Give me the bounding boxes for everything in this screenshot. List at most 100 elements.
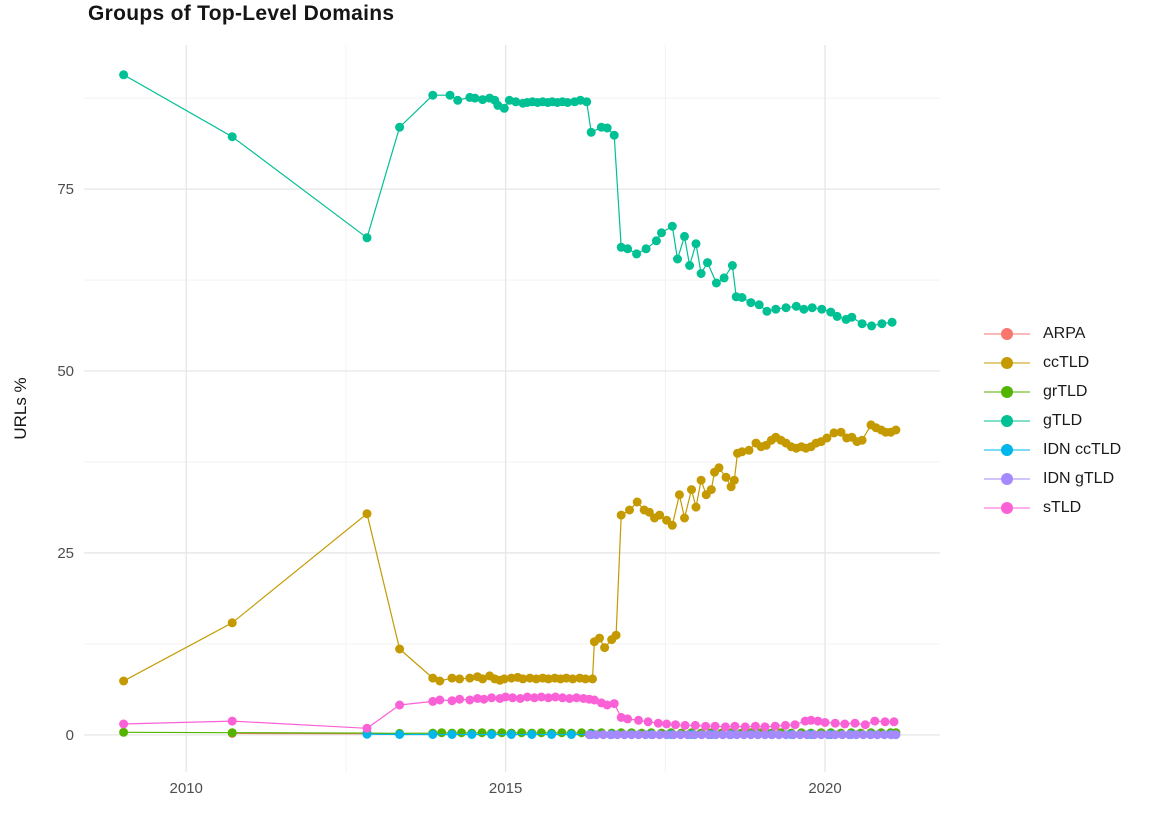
legend-label: grTLD — [1043, 383, 1087, 401]
data-point — [582, 97, 591, 106]
data-point — [771, 305, 780, 314]
data-point — [720, 273, 729, 282]
data-point — [642, 244, 651, 253]
data-point — [508, 693, 517, 702]
data-point — [851, 719, 860, 728]
data-point — [497, 728, 506, 737]
data-point — [847, 313, 856, 322]
legend-key-icon — [984, 415, 1030, 427]
data-point — [671, 720, 680, 729]
data-point — [668, 521, 677, 530]
data-point — [751, 722, 760, 731]
data-point — [711, 722, 720, 731]
data-point — [395, 123, 404, 132]
data-point — [687, 485, 696, 494]
data-point — [470, 94, 479, 103]
data-point — [833, 312, 842, 321]
data-point — [587, 128, 596, 137]
data-point — [867, 321, 876, 330]
data-point — [448, 674, 457, 683]
data-point — [428, 91, 437, 100]
data-point — [507, 730, 516, 739]
data-point — [435, 677, 444, 686]
y-tick-label-50: 50 — [57, 363, 74, 380]
data-point — [881, 717, 890, 726]
data-point — [771, 722, 780, 731]
data-point — [722, 473, 731, 482]
data-point — [762, 307, 771, 316]
data-point — [363, 724, 372, 733]
data-point — [738, 293, 747, 302]
data-point — [668, 222, 677, 231]
legend-key-icon — [984, 473, 1030, 485]
data-point — [617, 511, 626, 520]
data-point — [435, 696, 444, 705]
data-point — [745, 446, 754, 455]
data-point — [858, 319, 867, 328]
data-point — [487, 730, 496, 739]
data-point — [746, 298, 755, 307]
data-point — [715, 463, 724, 472]
legend-key-icon — [984, 386, 1030, 398]
data-point — [831, 719, 840, 728]
data-point — [692, 239, 701, 248]
data-point — [808, 303, 817, 312]
data-point — [701, 722, 710, 731]
data-point — [603, 124, 612, 133]
legend: ARPA ccTLD grTLD gTLD IDN ccTLD IDN gTLD… — [984, 319, 1121, 522]
data-point — [588, 674, 597, 683]
data-point — [654, 719, 663, 728]
data-point — [457, 728, 466, 737]
data-point — [119, 720, 128, 729]
data-point — [791, 720, 800, 729]
data-point — [455, 674, 464, 683]
legend-label: sTLD — [1043, 499, 1081, 517]
legend-key-icon — [984, 328, 1030, 340]
y-tick-label-25: 25 — [57, 545, 74, 562]
data-point — [228, 717, 237, 726]
data-point — [465, 696, 474, 705]
data-point — [755, 300, 764, 309]
data-point — [680, 232, 689, 241]
x-tick-label-2020: 2020 — [808, 780, 841, 797]
data-point — [567, 730, 576, 739]
data-point — [858, 436, 867, 445]
data-point — [228, 728, 237, 737]
data-point — [577, 728, 586, 737]
data-point — [500, 104, 509, 113]
data-point — [437, 728, 446, 737]
data-point — [610, 131, 619, 140]
data-point — [465, 674, 474, 683]
data-point — [595, 634, 604, 643]
data-point — [691, 721, 700, 730]
data-point — [730, 476, 739, 485]
legend-item-idn-gtld: IDN gTLD — [984, 464, 1121, 493]
data-point — [487, 693, 496, 702]
data-point — [455, 695, 464, 704]
data-point — [478, 728, 487, 737]
legend-item-gtld: gTLD — [984, 406, 1121, 435]
legend-label: IDN ccTLD — [1043, 441, 1121, 459]
data-point — [891, 730, 900, 739]
data-point — [363, 509, 372, 518]
data-point — [891, 426, 900, 435]
data-point — [632, 249, 641, 258]
data-point — [600, 643, 609, 652]
data-point — [799, 305, 808, 314]
data-point — [703, 258, 712, 267]
series-stld — [119, 693, 898, 733]
x-tick-label-2010: 2010 — [170, 780, 203, 797]
legend-label: ccTLD — [1043, 354, 1089, 372]
data-point — [547, 730, 556, 739]
legend-label: ARPA — [1043, 325, 1085, 343]
data-point — [657, 228, 666, 237]
legend-item-stld: sTLD — [984, 493, 1121, 522]
data-point — [870, 717, 879, 726]
data-point — [612, 631, 621, 640]
y-axis-title: URLs % — [11, 377, 30, 439]
data-point — [741, 722, 750, 731]
data-point — [610, 699, 619, 708]
data-point — [623, 714, 632, 723]
data-point — [781, 721, 790, 730]
data-point — [861, 720, 870, 729]
